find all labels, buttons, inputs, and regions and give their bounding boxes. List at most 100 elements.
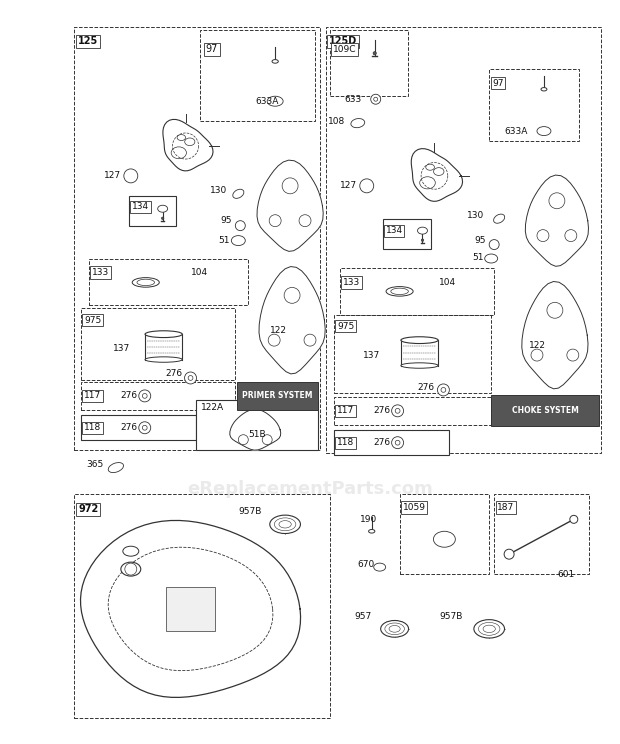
Text: 104: 104 — [190, 268, 208, 277]
Bar — [81, 382, 236, 410]
Text: 957B: 957B — [238, 507, 262, 516]
Circle shape — [395, 408, 400, 413]
Text: 137: 137 — [113, 344, 130, 353]
Text: 125: 125 — [78, 36, 99, 46]
Ellipse shape — [121, 562, 141, 576]
Circle shape — [360, 179, 374, 193]
Circle shape — [537, 230, 549, 242]
Bar — [326, 27, 601, 452]
Ellipse shape — [386, 286, 413, 296]
Text: 601: 601 — [557, 570, 574, 579]
Text: 1059: 1059 — [402, 503, 425, 512]
Ellipse shape — [145, 331, 182, 338]
Bar — [89, 258, 248, 305]
Ellipse shape — [401, 337, 438, 344]
Bar — [491, 395, 599, 426]
Text: 972: 972 — [78, 504, 99, 514]
Circle shape — [143, 426, 147, 430]
Circle shape — [262, 434, 272, 445]
Text: PRIMER SYSTEM: PRIMER SYSTEM — [242, 391, 312, 400]
Text: 108: 108 — [328, 117, 345, 126]
Ellipse shape — [374, 563, 386, 571]
Ellipse shape — [157, 205, 167, 212]
Circle shape — [567, 349, 579, 361]
Ellipse shape — [368, 530, 375, 533]
Text: 130: 130 — [467, 211, 485, 220]
Circle shape — [299, 215, 311, 227]
Text: 975: 975 — [84, 315, 101, 324]
Text: 365: 365 — [86, 460, 104, 469]
Text: 104: 104 — [440, 278, 456, 287]
Text: 133: 133 — [343, 278, 360, 287]
Text: 51: 51 — [472, 253, 484, 262]
Ellipse shape — [485, 254, 498, 263]
Text: 109C: 109C — [333, 45, 356, 54]
Text: 51B: 51B — [248, 430, 266, 439]
Text: 276: 276 — [121, 423, 138, 432]
Ellipse shape — [108, 463, 123, 472]
Bar — [330, 30, 407, 96]
Text: 95: 95 — [474, 236, 485, 245]
Text: 276: 276 — [417, 383, 435, 392]
Bar — [334, 315, 491, 393]
Circle shape — [268, 334, 280, 346]
Ellipse shape — [270, 515, 301, 533]
Circle shape — [549, 193, 565, 209]
Circle shape — [139, 422, 151, 434]
Circle shape — [373, 51, 376, 55]
Circle shape — [438, 384, 450, 396]
Text: 117: 117 — [337, 406, 354, 415]
Circle shape — [422, 239, 423, 241]
Text: 118: 118 — [337, 438, 354, 447]
Text: 133: 133 — [92, 268, 109, 277]
Ellipse shape — [267, 96, 283, 106]
Circle shape — [374, 97, 378, 101]
Ellipse shape — [417, 227, 427, 234]
Circle shape — [139, 390, 151, 402]
Text: 122A: 122A — [200, 403, 224, 412]
Polygon shape — [81, 521, 301, 697]
Ellipse shape — [433, 531, 455, 547]
Text: 118: 118 — [84, 423, 101, 432]
Bar — [383, 219, 432, 248]
Polygon shape — [411, 149, 463, 202]
Bar — [494, 495, 589, 574]
Text: 957: 957 — [355, 612, 372, 621]
Bar — [166, 587, 215, 631]
Circle shape — [504, 549, 514, 559]
Text: 51: 51 — [218, 236, 230, 245]
Circle shape — [125, 563, 137, 575]
Polygon shape — [525, 175, 588, 266]
Circle shape — [161, 217, 164, 219]
Ellipse shape — [381, 620, 409, 637]
Circle shape — [441, 388, 446, 392]
Text: 633: 633 — [345, 94, 362, 103]
Bar — [74, 495, 330, 719]
Text: 97: 97 — [205, 45, 218, 54]
Text: eReplacementParts.com: eReplacementParts.com — [187, 481, 433, 498]
Ellipse shape — [494, 214, 505, 223]
Ellipse shape — [537, 126, 551, 135]
Circle shape — [547, 302, 563, 318]
Polygon shape — [163, 120, 213, 171]
Text: 276: 276 — [374, 438, 391, 447]
Circle shape — [236, 221, 246, 231]
Circle shape — [304, 334, 316, 346]
Circle shape — [124, 169, 138, 183]
Ellipse shape — [474, 620, 505, 638]
Bar — [237, 382, 318, 410]
Ellipse shape — [272, 60, 278, 63]
Circle shape — [531, 349, 543, 361]
Ellipse shape — [145, 357, 182, 362]
Text: 127: 127 — [340, 182, 357, 190]
Text: 276: 276 — [374, 406, 391, 415]
Bar — [129, 196, 175, 225]
Text: 130: 130 — [210, 186, 228, 196]
Text: 127: 127 — [104, 171, 121, 180]
Circle shape — [395, 440, 400, 445]
Bar — [334, 430, 450, 455]
Text: 137: 137 — [363, 350, 380, 359]
Text: 134: 134 — [132, 202, 149, 211]
Circle shape — [238, 434, 248, 445]
Bar — [74, 27, 320, 449]
